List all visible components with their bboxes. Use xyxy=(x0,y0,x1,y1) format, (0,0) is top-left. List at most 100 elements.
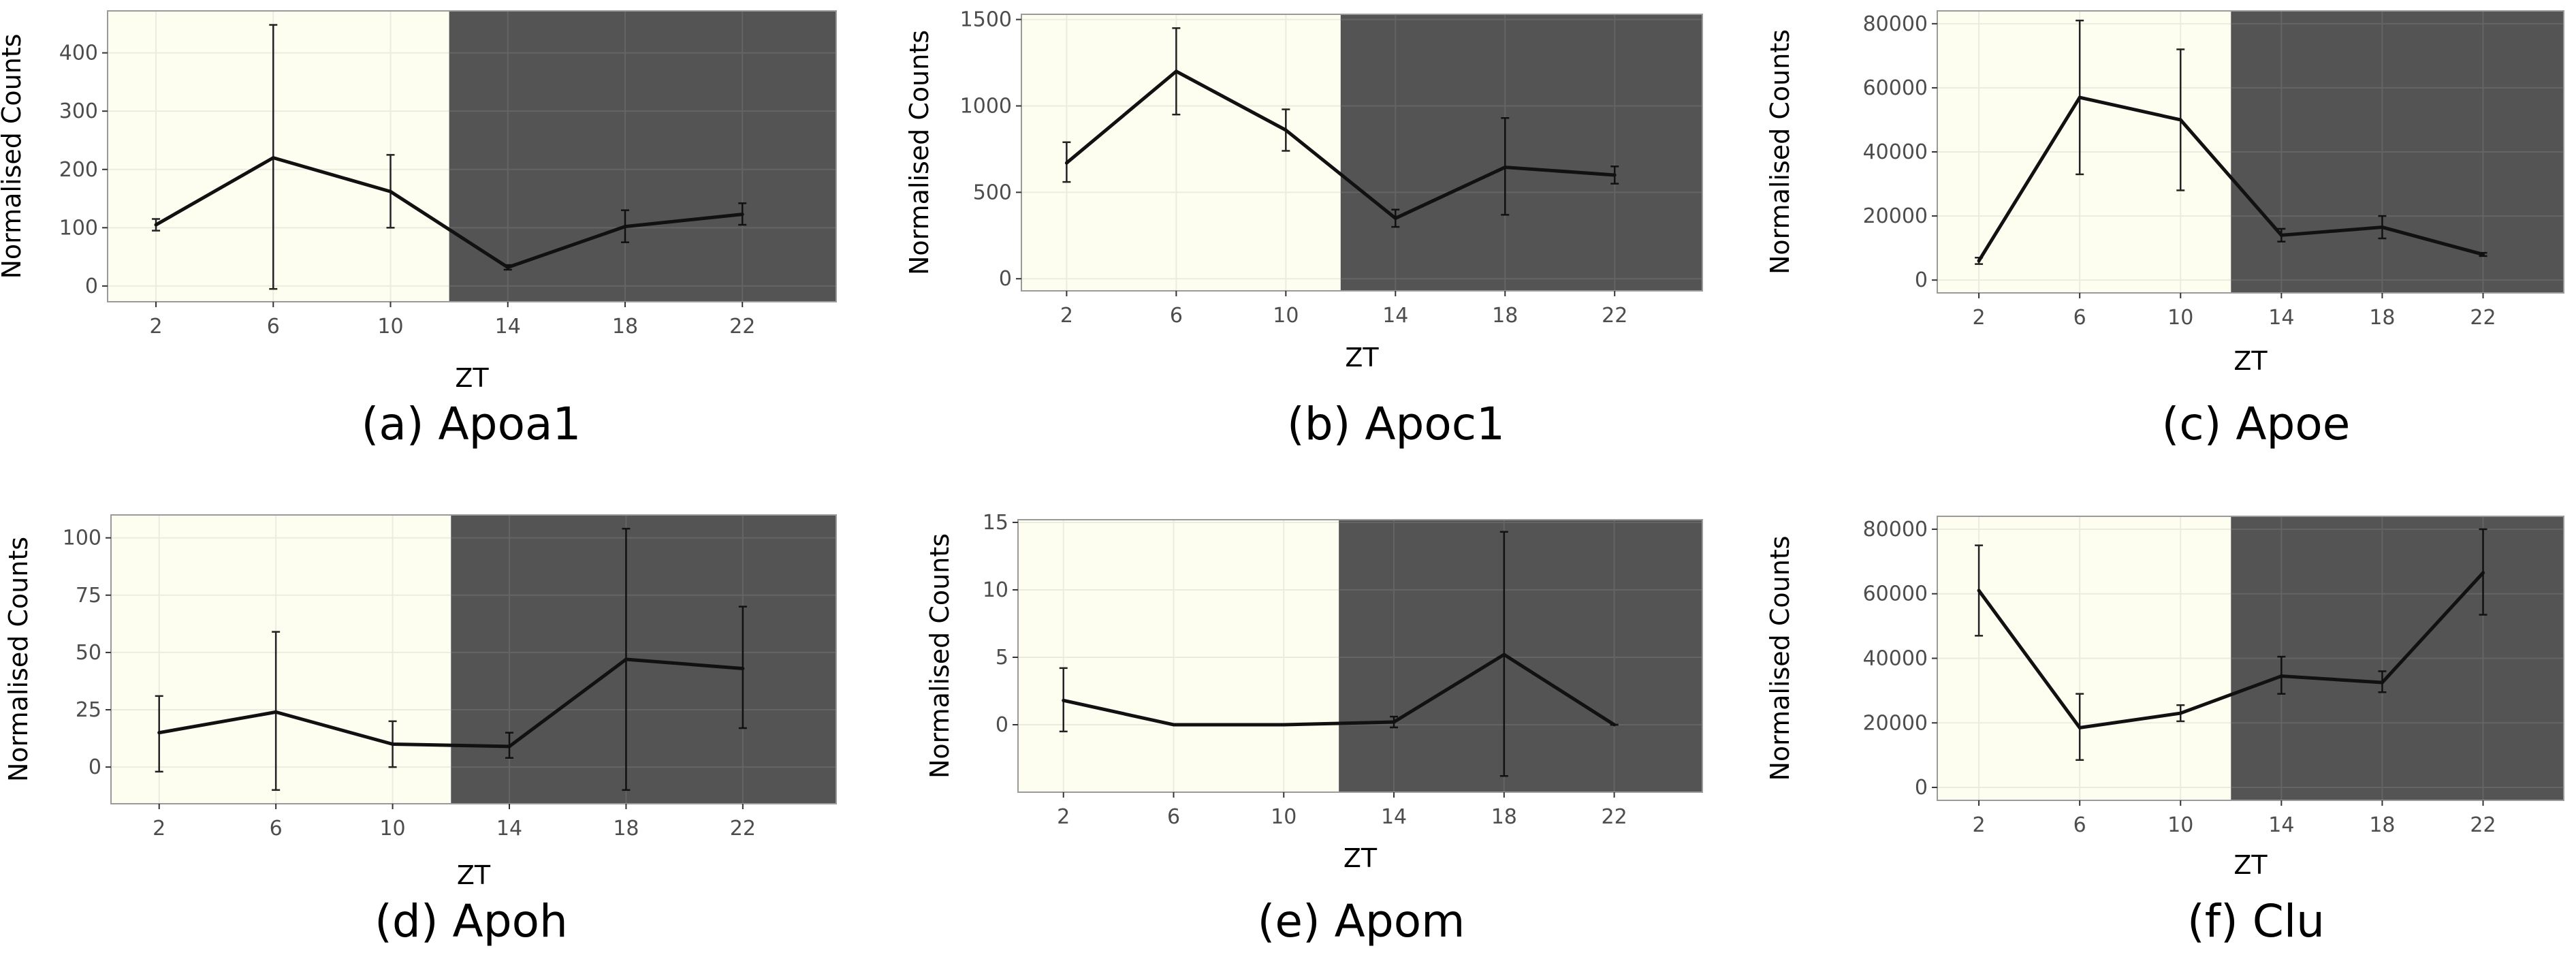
y-axis-title: Normalised Counts xyxy=(3,537,33,782)
y-tick-label: 0 xyxy=(999,267,1012,291)
x-tick-label: 22 xyxy=(2470,813,2496,837)
chart-panel-1: 0 100 200 300 400 2 6 10 14 18 22 ZT Normalised Coun… xyxy=(0,10,837,450)
x-tick-label: 10 xyxy=(2167,306,2193,330)
y-axis-title: Normalised Counts xyxy=(904,30,934,275)
data-point xyxy=(391,742,395,747)
x-tick-label: 18 xyxy=(1491,805,1517,829)
x-tick-label: 10 xyxy=(2167,813,2193,837)
y-tick-label: 400 xyxy=(59,42,98,65)
chart-panel-2: 0 500 1000 1500 2 6 10 14 18 22 ZT Normalised Count… xyxy=(904,8,1703,450)
y-tick-label: 60000 xyxy=(1863,582,1928,606)
y-tick-label: 500 xyxy=(973,181,1012,204)
data-point xyxy=(741,666,745,670)
data-point xyxy=(2078,95,2082,99)
x-tick-label: 6 xyxy=(270,817,283,841)
y-tick-label: 20000 xyxy=(1863,711,1928,735)
x-tick-label: 2 xyxy=(153,817,165,841)
x-tick-label: 22 xyxy=(1601,805,1627,829)
data-point xyxy=(1282,723,1286,727)
y-tick-label: 40000 xyxy=(1863,140,1928,164)
data-point xyxy=(1172,723,1176,727)
y-tick-label: 0 xyxy=(1915,776,1928,800)
y-tick-label: 1000 xyxy=(960,94,1012,118)
x-tick-label: 10 xyxy=(379,817,405,841)
y-tick-label: 1500 xyxy=(960,8,1012,32)
x-tick-label: 6 xyxy=(1170,304,1183,328)
data-point xyxy=(740,213,744,217)
y-tick-label: 0 xyxy=(85,274,98,298)
x-tick-label: 22 xyxy=(730,817,756,841)
data-point xyxy=(2481,253,2485,257)
data-point xyxy=(154,223,158,227)
data-point xyxy=(2178,118,2182,122)
y-tick-label: 100 xyxy=(59,216,98,240)
data-point xyxy=(506,266,510,270)
x-tick-label: 10 xyxy=(1271,805,1297,829)
y-tick-label: 40000 xyxy=(1863,647,1928,671)
x-tick-label: 14 xyxy=(1382,304,1408,328)
data-point xyxy=(1393,216,1397,220)
chart-panel-5: 0 5 10 15 2 6 10 14 18 22 ZT Normalised Counts (e) A… xyxy=(925,511,1703,947)
panel-caption: (e) Apom xyxy=(1258,895,1465,947)
x-tick-label: 14 xyxy=(495,315,521,339)
x-tick-label: 18 xyxy=(1492,304,1518,328)
x-tick-label: 2 xyxy=(1973,813,1986,837)
plot-border xyxy=(107,10,837,302)
x-tick-label: 2 xyxy=(1057,805,1070,829)
x-tick-label: 14 xyxy=(2268,306,2294,330)
y-tick-label: 80000 xyxy=(1863,518,1928,542)
data-point xyxy=(1174,69,1178,74)
chart-panel-3: 0 20000 40000 60000 80000 2 6 10 14 18 22 ZT Normali… xyxy=(1765,10,2564,450)
plot-border xyxy=(1021,14,1703,292)
panel-caption: (b) Apoc1 xyxy=(1287,398,1505,450)
dark-phase-band xyxy=(1340,14,1702,291)
light-phase-band xyxy=(1021,14,1341,291)
x-axis-title: ZT xyxy=(455,363,489,393)
x-tick-label: 18 xyxy=(2369,306,2395,330)
y-tick-label: 5 xyxy=(996,646,1008,670)
data-point xyxy=(2078,725,2082,729)
y-tick-label: 25 xyxy=(76,698,101,722)
y-tick-label: 200 xyxy=(59,158,98,182)
x-tick-label: 18 xyxy=(612,315,638,339)
series-line xyxy=(159,657,744,749)
x-tick-label: 10 xyxy=(377,315,403,339)
x-tick-label: 14 xyxy=(1381,805,1407,829)
panel-caption: (f) Clu xyxy=(2187,895,2325,947)
y-tick-label: 20000 xyxy=(1863,204,1928,228)
dark-phase-band xyxy=(449,11,836,302)
y-tick-label: 15 xyxy=(983,511,1008,535)
data-point xyxy=(1502,653,1506,657)
y-tick-label: 0 xyxy=(89,755,101,779)
series-line xyxy=(1065,69,1615,220)
x-tick-label: 14 xyxy=(496,817,522,841)
x-tick-label: 22 xyxy=(2470,306,2496,330)
x-tick-label: 18 xyxy=(613,817,639,841)
y-tick-label: 75 xyxy=(76,584,101,608)
y-tick-label: 100 xyxy=(63,527,101,550)
data-point xyxy=(2279,233,2283,237)
y-tick-label: 60000 xyxy=(1863,76,1928,100)
data-point xyxy=(1284,128,1288,132)
data-point xyxy=(271,156,275,160)
data-point xyxy=(2481,571,2485,575)
data-point xyxy=(624,657,628,661)
x-tick-label: 22 xyxy=(1602,304,1627,328)
y-axis-title: Normalised Counts xyxy=(0,33,27,279)
x-tick-label: 2 xyxy=(1060,304,1073,328)
series-line xyxy=(1977,95,2484,262)
dark-phase-band xyxy=(1339,520,1702,792)
data-point xyxy=(507,744,511,749)
panel-caption: (d) Apoh xyxy=(375,895,568,947)
data-point xyxy=(1064,161,1068,165)
y-axis-title: Normalised Counts xyxy=(1765,535,1795,781)
y-axis-title: Normalised Counts xyxy=(925,533,955,779)
x-axis-title: ZT xyxy=(2233,850,2268,880)
x-tick-label: 6 xyxy=(2073,813,2086,837)
data-point xyxy=(1612,723,1617,727)
data-point xyxy=(274,710,278,714)
data-point xyxy=(2380,225,2384,230)
x-tick-label: 18 xyxy=(2369,813,2395,837)
x-axis-title: ZT xyxy=(1345,343,1379,373)
